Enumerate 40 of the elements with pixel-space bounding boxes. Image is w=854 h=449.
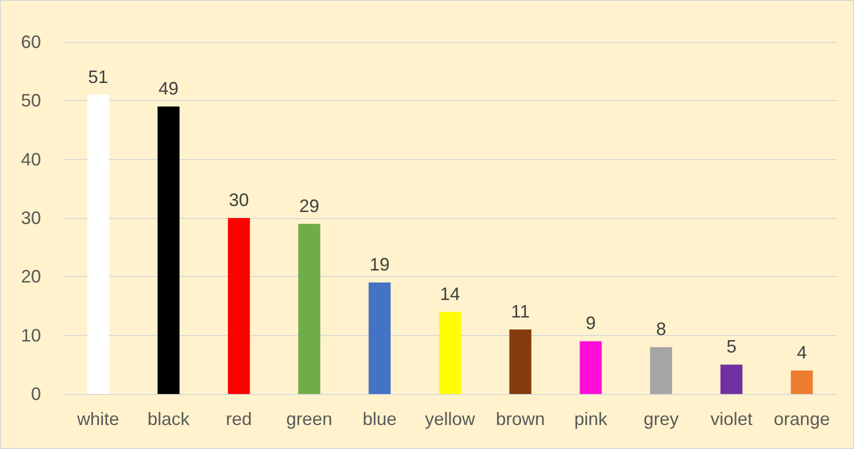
y-tick-label: 40 bbox=[20, 149, 41, 170]
y-tick-label: 20 bbox=[20, 266, 41, 287]
data-label: 5 bbox=[726, 336, 736, 357]
data-label: 14 bbox=[440, 284, 460, 304]
bar bbox=[650, 347, 672, 394]
x-tick-label: pink bbox=[574, 409, 608, 429]
bar bbox=[790, 370, 813, 394]
y-tick-label: 30 bbox=[20, 208, 41, 228]
x-tick-label: black bbox=[148, 409, 191, 429]
data-label: 30 bbox=[228, 190, 249, 210]
x-tick-label: violet bbox=[710, 409, 752, 429]
bar bbox=[87, 94, 110, 394]
data-label: 51 bbox=[88, 66, 108, 87]
bar bbox=[580, 341, 602, 394]
bar bbox=[228, 218, 250, 394]
x-tick-label: orange bbox=[774, 409, 830, 429]
x-tick-label: green bbox=[286, 409, 332, 429]
y-tick-label: 10 bbox=[20, 325, 41, 346]
bar bbox=[158, 106, 180, 394]
data-label: 4 bbox=[796, 342, 807, 363]
x-tick-label: yellow bbox=[424, 409, 476, 429]
bar bbox=[368, 282, 391, 394]
data-label: 49 bbox=[158, 78, 179, 99]
bar bbox=[509, 329, 532, 394]
data-label: 11 bbox=[511, 301, 530, 322]
x-tick-label: red bbox=[226, 409, 252, 429]
x-tick-label: brown bbox=[496, 409, 545, 429]
y-tick-label: 0 bbox=[30, 384, 41, 404]
x-tick-label: white bbox=[76, 409, 120, 429]
data-label: 9 bbox=[586, 313, 596, 334]
y-tick-label: 60 bbox=[20, 32, 41, 52]
data-label: 29 bbox=[299, 196, 320, 216]
y-tick-label: 50 bbox=[20, 90, 41, 111]
bar bbox=[298, 224, 320, 394]
x-tick-label: blue bbox=[362, 409, 397, 429]
bar bbox=[439, 312, 461, 394]
x-tick-label: grey bbox=[644, 409, 679, 429]
data-label: 19 bbox=[370, 254, 390, 275]
bar bbox=[720, 364, 742, 394]
data-label: 8 bbox=[656, 319, 666, 340]
